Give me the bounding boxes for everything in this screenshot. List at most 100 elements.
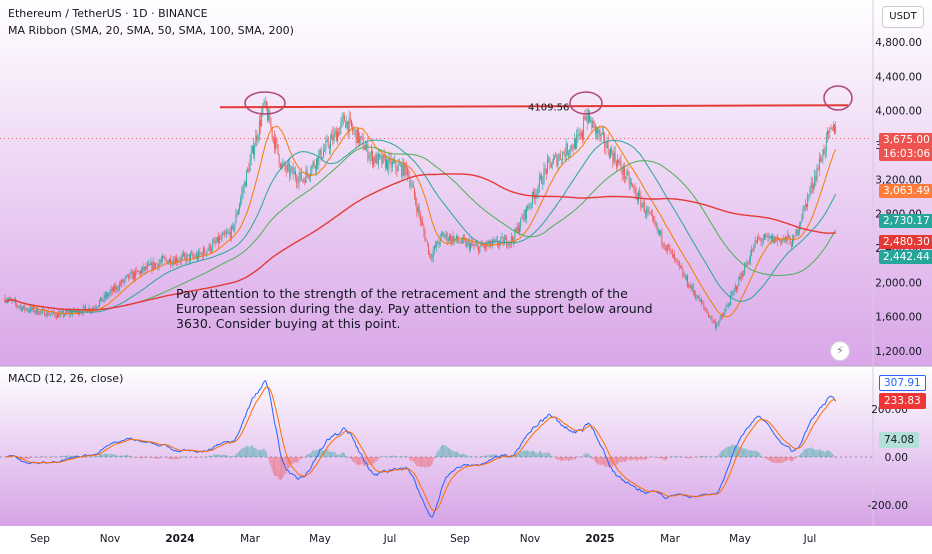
macd-histogram-bar — [685, 457, 686, 458]
candle-body — [588, 111, 589, 123]
time-axis-tick: Mar — [240, 533, 260, 545]
candle-body — [584, 116, 585, 119]
candle-body — [612, 153, 613, 162]
macd-histogram-bar — [667, 457, 668, 458]
candle-body — [387, 159, 388, 169]
macd-histogram-bar — [428, 457, 429, 467]
macd-histogram-bar — [134, 457, 135, 458]
candle-body — [449, 236, 450, 240]
candle-body — [383, 155, 384, 163]
macd-histogram-bar — [268, 457, 269, 459]
macd-histogram-bar — [125, 455, 126, 457]
candle-body — [407, 168, 408, 175]
macd-histogram-bar — [820, 450, 821, 457]
macd-histogram-bar — [265, 450, 266, 457]
macd-histogram-bar — [679, 456, 680, 457]
candle-body — [369, 157, 370, 159]
candle-body — [395, 161, 396, 169]
macd-histogram-bar — [279, 457, 280, 479]
macd-histogram-bar — [296, 457, 297, 463]
candle-body — [290, 169, 291, 175]
macd-histogram-bar — [302, 457, 303, 458]
candle-body — [658, 230, 659, 231]
candle-body — [155, 264, 156, 268]
macd-histogram-bar — [744, 448, 745, 457]
candle-body — [133, 272, 134, 279]
candle-body — [435, 246, 436, 247]
macd-histogram-bar — [663, 457, 664, 460]
candle-body — [286, 168, 287, 171]
candle-body — [342, 118, 343, 122]
candle-body — [211, 249, 212, 251]
currency-selector[interactable]: USDT — [882, 6, 924, 28]
macd-histogram-bar — [825, 452, 826, 457]
candle-body — [154, 262, 155, 268]
candle-body — [469, 242, 470, 250]
macd-legend[interactable]: MACD (12, 26, close) — [8, 372, 123, 385]
candle-body — [693, 286, 694, 292]
macd-histogram-bar — [722, 450, 723, 457]
candle-body — [721, 316, 722, 317]
macd-histogram-bar — [176, 457, 177, 459]
macd-histogram-bar — [811, 447, 812, 457]
candle-body — [642, 205, 643, 207]
candle-body — [730, 295, 731, 305]
macd-histogram-bar — [54, 456, 55, 457]
candle-body — [33, 307, 34, 310]
candle-body — [516, 229, 517, 231]
macd-histogram-bar — [234, 455, 235, 457]
macd-histogram-bar — [327, 449, 328, 457]
macd-histogram-bar — [790, 457, 791, 461]
candle-body — [104, 295, 105, 300]
macd-histogram-bar — [287, 457, 288, 471]
candle-body — [108, 294, 109, 296]
candle-body — [257, 135, 258, 140]
candle-body — [93, 308, 94, 309]
macd-histogram-bar — [377, 457, 378, 461]
candle-body — [727, 306, 728, 308]
macd-histogram-bar — [178, 457, 179, 459]
macd-histogram-bar — [525, 451, 526, 457]
candle-body — [576, 135, 577, 148]
candle-body — [720, 317, 721, 321]
candle-body — [191, 254, 192, 255]
candle-body — [213, 241, 214, 243]
candle-body — [316, 158, 317, 169]
macd-histogram-bar — [195, 457, 196, 458]
macd-histogram-bar — [575, 457, 576, 459]
lightning-icon[interactable]: ⚡ — [830, 341, 850, 361]
candle-body — [736, 287, 737, 290]
time-axis-tick: May — [309, 533, 331, 545]
macd-histogram-bar — [547, 453, 548, 457]
macd-histogram-bar — [639, 457, 640, 459]
candle-body — [793, 236, 794, 239]
candle-body — [633, 186, 634, 188]
macd-histogram-bar — [441, 446, 442, 457]
candle-body — [267, 109, 268, 120]
candle-body — [765, 235, 766, 236]
annotation-text[interactable]: Pay attention to the strength of the ret… — [176, 286, 676, 331]
macd-histogram-bar — [408, 457, 409, 458]
candle-body — [127, 274, 128, 275]
candle-body — [757, 237, 758, 242]
candle-body — [139, 271, 140, 272]
candle-body — [770, 236, 771, 238]
ma-ribbon-legend[interactable]: MA Ribbon (SMA, 20, SMA, 50, SMA, 100, S… — [8, 24, 294, 37]
macd-histogram-bar — [618, 457, 619, 463]
candle-body — [243, 190, 244, 193]
candle-body — [541, 176, 542, 184]
candle-body — [398, 164, 399, 171]
macd-histogram-bar — [776, 457, 777, 463]
candle-body — [192, 254, 193, 257]
candle-body — [413, 186, 414, 188]
candle-body — [651, 214, 652, 215]
candle-body — [321, 149, 322, 159]
macd-histogram-bar — [309, 454, 310, 457]
macd-histogram-bar — [313, 450, 314, 457]
macd-histogram-bar — [390, 455, 391, 457]
macd-histogram-bar — [456, 452, 457, 457]
macd-histogram-bar — [702, 456, 703, 457]
macd-histogram-bar — [237, 453, 238, 457]
